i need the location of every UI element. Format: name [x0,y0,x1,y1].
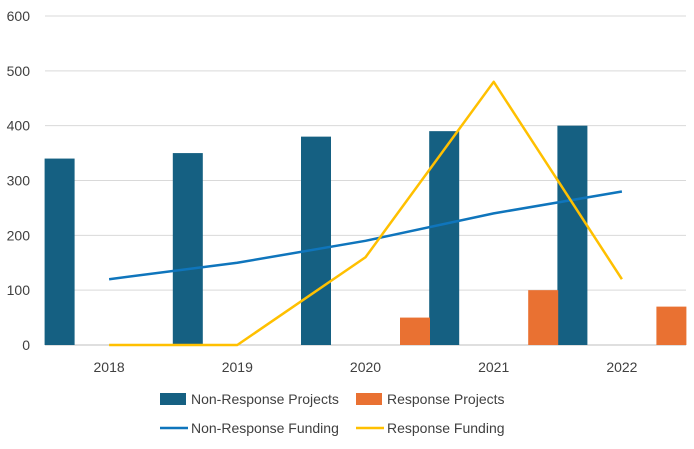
bars [44,125,687,346]
x-tick-label: 2019 [222,359,253,375]
legend: Non-Response Projects Response Projects No… [160,391,505,436]
gridlines [45,15,686,346]
x-tick-label: 2020 [350,359,381,375]
y-tick-label: 400 [7,118,31,134]
line-non-response-funding [108,190,623,281]
y-tick-label: 600 [7,8,31,24]
lines [108,80,623,347]
bar-non-response-projects [301,136,331,345]
y-axis-ticks: 0 100 200 300 400 500 600 [7,8,31,353]
y-tick-label: 0 [22,337,30,353]
line-response-funding [109,80,623,347]
legend-label-response-projects: Response Projects [387,391,505,407]
y-tick-label: 200 [7,227,31,243]
legend-label-response-funding: Response Funding [387,420,505,436]
bar-non-response-projects [44,158,75,345]
x-tick-label: 2018 [94,359,125,375]
legend-label-non-response-projects: Non-Response Projects [191,391,339,407]
legend-swatch-non-response-projects [160,393,186,405]
bar-non-response-projects [557,125,588,346]
x-axis-ticks: 2018 2019 2020 2021 2022 [94,359,638,375]
bar-response-projects [528,290,559,345]
bar-response-projects [656,306,687,345]
y-tick-label: 500 [7,63,31,79]
y-tick-label: 300 [7,173,31,189]
bar-non-response-projects [429,131,460,345]
y-tick-label: 100 [7,282,31,298]
bar-non-response-projects [172,153,203,345]
legend-label-non-response-funding: Non-Response Funding [191,420,339,436]
legend-swatch-response-projects [356,393,382,405]
x-tick-label: 2022 [606,359,637,375]
x-tick-label: 2021 [478,359,509,375]
bar-response-projects [400,317,430,345]
